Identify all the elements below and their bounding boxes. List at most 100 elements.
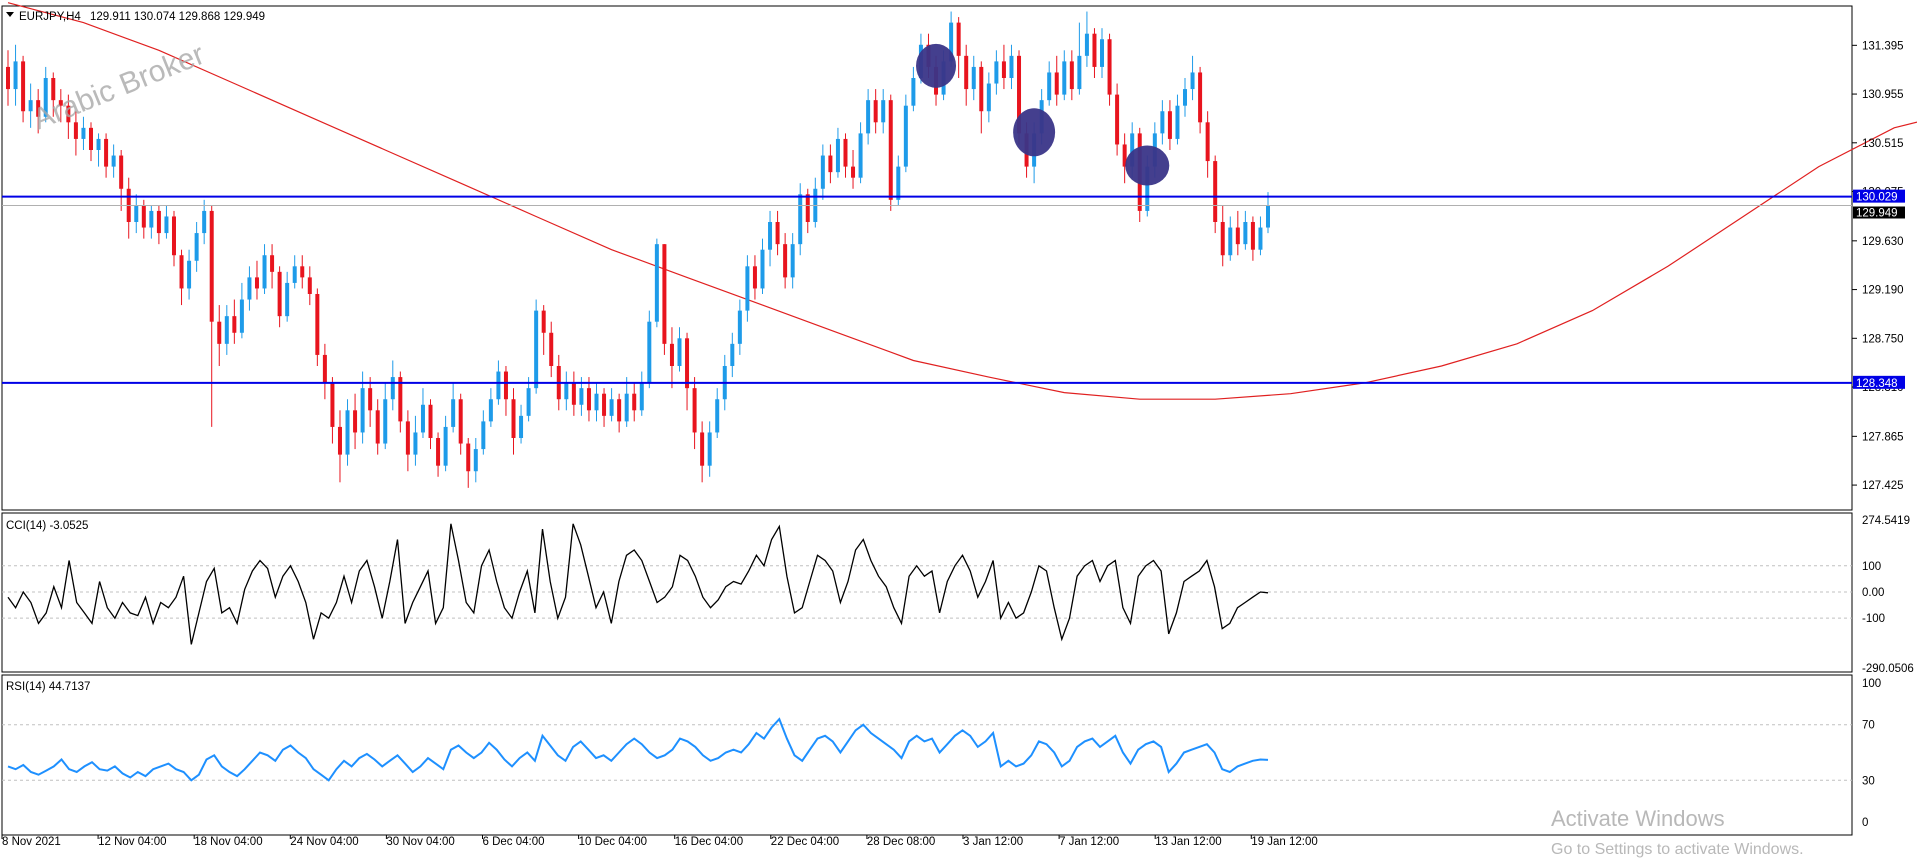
candle-bull	[1009, 55, 1014, 78]
candle-bull	[986, 83, 991, 112]
candle-bull	[473, 449, 478, 472]
candle-bull	[360, 388, 365, 433]
rsi-line	[7, 717, 1269, 782]
time-axis-label: 22 Dec 04:00	[771, 836, 839, 848]
candle-bear	[828, 155, 833, 173]
candle-bull	[1160, 111, 1165, 134]
candle-bear	[315, 294, 320, 355]
candle-bull	[1047, 72, 1052, 101]
cci-line	[7, 523, 1269, 645]
candle-bear	[6, 66, 10, 90]
candle-bull	[202, 210, 207, 234]
candle-bear	[1198, 72, 1203, 123]
candle-bear	[571, 382, 576, 405]
candle-bull	[111, 155, 116, 167]
candle-bear	[1069, 61, 1074, 90]
candle-bear	[398, 377, 403, 422]
candle-bear	[36, 100, 41, 117]
candle-bear	[217, 321, 222, 344]
candle-bear	[232, 316, 237, 333]
candle-bull	[768, 222, 773, 250]
candle-bull	[224, 316, 229, 344]
candle-bull	[624, 393, 629, 422]
candle-bull	[292, 266, 297, 283]
candle-bull	[1175, 105, 1180, 139]
ohlc-values: 129.911 130.074 129.868 129.949	[90, 11, 265, 23]
time-axis-label: 3 Jan 12:00	[963, 836, 1023, 848]
cci-axis-label: 0.00	[1862, 587, 1884, 599]
price-axis-label: 127.425	[1862, 480, 1904, 492]
candle-bear	[119, 155, 124, 189]
high-marker-ellipse	[1013, 108, 1056, 157]
activate-windows-subtitle: Go to Settings to activate Windows.	[1551, 841, 1804, 858]
time-axis-label: 30 Nov 04:00	[386, 836, 454, 848]
candle-bull	[390, 377, 395, 400]
candle-bull	[881, 100, 886, 123]
candle-bull	[949, 22, 954, 62]
candle-bear	[752, 266, 757, 289]
cci-axis-label: 274.5419	[1862, 515, 1910, 527]
candle-bear	[307, 277, 312, 294]
time-axis-label: 16 Dec 04:00	[675, 836, 743, 848]
candle-bear	[368, 388, 373, 411]
candle-bear	[1235, 227, 1240, 245]
candle-bull	[647, 321, 652, 383]
price-axis-label: 129.190	[1862, 285, 1904, 297]
cci-pane[interactable]	[1, 512, 1853, 673]
rsi-axis-label: 70	[1862, 720, 1875, 732]
candle-bull	[28, 100, 33, 112]
main-price-pane[interactable]	[1, 5, 1853, 511]
candle-bull	[1190, 72, 1195, 90]
candle-bull	[707, 432, 712, 466]
cci-axis-label: 100	[1862, 561, 1881, 573]
candle-bull	[994, 61, 999, 84]
candle-bull	[1183, 89, 1188, 106]
candle-bull	[1145, 166, 1150, 211]
candle-bull	[677, 338, 682, 366]
candle-bear	[617, 399, 622, 422]
candle-bear	[1250, 222, 1255, 250]
price-axis-label: 129.630	[1862, 236, 1904, 248]
candle-bear	[873, 100, 878, 123]
candle-bear	[1001, 61, 1006, 78]
rsi-axis-label: 0	[1862, 817, 1868, 829]
candle-bull	[866, 100, 871, 134]
time-axis-label: 7 Jan 12:00	[1059, 836, 1119, 848]
cci-axis-label: -290.0506	[1862, 663, 1914, 675]
candle-bear	[156, 210, 161, 234]
symbol-dropdown-icon[interactable]	[6, 12, 14, 17]
candle-bull	[1077, 55, 1082, 90]
candle-bear	[783, 244, 788, 278]
candle-bear	[322, 354, 327, 383]
moving-average-line	[7, 2, 1917, 400]
activate-windows-title: Activate Windows	[1551, 806, 1725, 831]
candle-bull	[1100, 39, 1105, 67]
candle-bull	[790, 244, 795, 278]
candle-bull	[496, 371, 501, 400]
high-marker-ellipse	[1125, 145, 1170, 186]
candle-bull	[285, 282, 290, 317]
candle-bear	[700, 432, 705, 466]
time-axis-label: 28 Dec 08:00	[867, 836, 935, 848]
candle-bull	[896, 166, 901, 200]
candle-bear	[1107, 39, 1112, 95]
rsi-pane[interactable]	[1, 674, 1853, 836]
rsi-axis-label: 30	[1862, 775, 1875, 787]
candle-bull	[654, 244, 659, 322]
candle-bull	[798, 194, 803, 245]
candle-bull	[760, 249, 765, 289]
candle-bear	[692, 388, 697, 433]
candle-bear	[775, 222, 780, 245]
candle-bear	[405, 421, 410, 455]
price-axis-label: 131.395	[1862, 40, 1904, 52]
candle-bear	[73, 122, 78, 139]
candle-bull	[149, 210, 154, 228]
candle-bear	[1054, 72, 1059, 95]
candle-bear	[1167, 111, 1172, 139]
candle-bull	[247, 277, 252, 300]
candle-bull	[534, 310, 539, 389]
candle-bear	[851, 166, 856, 178]
candle-bull	[971, 66, 976, 90]
candle-bear	[277, 271, 282, 317]
